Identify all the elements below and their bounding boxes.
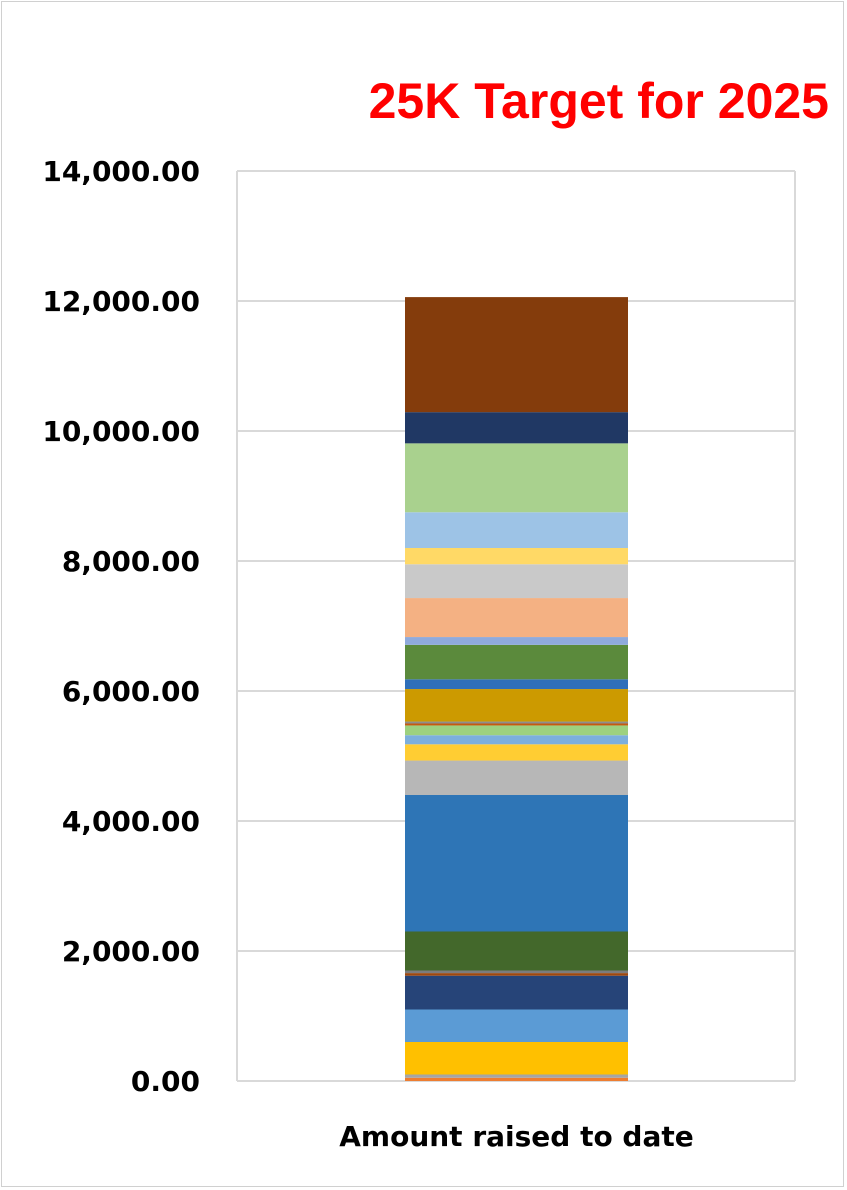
bar-segment: [405, 512, 628, 548]
y-tick-label: 8,000.00: [62, 545, 200, 578]
y-tick-label: 0.00: [131, 1065, 200, 1098]
y-tick-label: 12,000.00: [42, 285, 200, 318]
bar-segment: [405, 721, 628, 724]
bar-segment: [405, 644, 628, 680]
bar-segment: [405, 795, 628, 932]
bar-segment: [405, 725, 628, 736]
y-tick-label: 6,000.00: [62, 675, 200, 708]
bar-segment: [405, 931, 628, 971]
bar-segment: [405, 1042, 628, 1075]
bar-segment: [405, 1074, 628, 1078]
bar-segment: [405, 744, 628, 761]
y-tick-label: 14,000.00: [42, 155, 200, 188]
bar-segment: [405, 1077, 628, 1081]
bar-segment: [405, 443, 628, 513]
y-tick-label: 10,000.00: [42, 415, 200, 448]
bar-segment: [405, 735, 628, 745]
bar-segment: [405, 970, 628, 974]
y-tick-label: 4,000.00: [62, 805, 200, 838]
chart-title: 25K Target for 2025: [368, 73, 829, 129]
bar-segment: [405, 689, 628, 722]
bar-segment: [405, 598, 628, 638]
bar-segment: [405, 1009, 628, 1042]
bar-segment: [405, 973, 628, 976]
bar-segment: [405, 760, 628, 795]
y-tick-label: 2,000.00: [62, 935, 200, 968]
bar-segment: [405, 564, 628, 599]
bar-segments: [405, 297, 628, 1081]
x-axis-labels: Amount raised to date: [339, 1120, 694, 1153]
bar-segment: [405, 412, 628, 444]
bar-segment: [405, 548, 628, 565]
bar-segment: [405, 975, 628, 1010]
bar-segment: [405, 297, 628, 413]
x-category-label: Amount raised to date: [339, 1120, 694, 1153]
bar-segment: [405, 723, 628, 726]
y-axis-tick-labels: 0.00 2,000.00 4,000.00 6,000.00 8,000.00 10,0…: [42, 155, 200, 1098]
bar-segment: [405, 637, 628, 645]
bar-segment: [405, 679, 628, 690]
